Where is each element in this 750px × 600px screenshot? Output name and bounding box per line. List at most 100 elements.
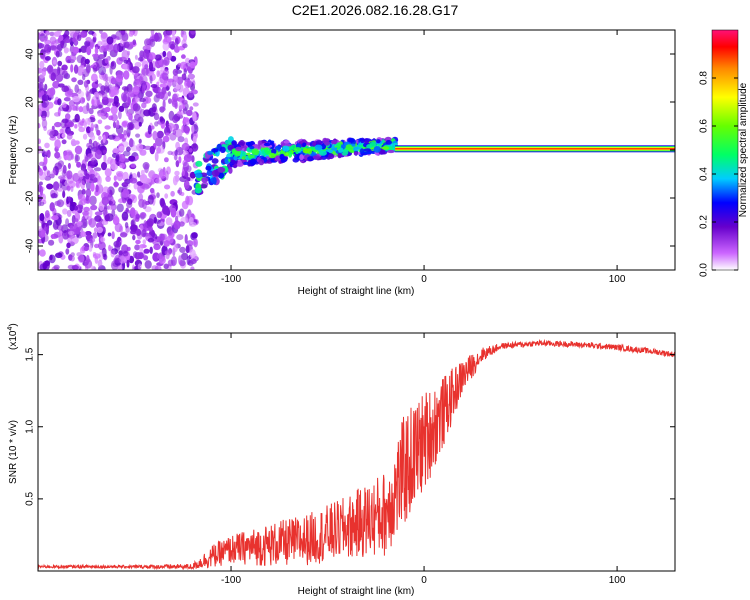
heatmap-noise-cell	[110, 250, 116, 258]
heatmap-noise-cell	[159, 116, 164, 122]
heatmap-noise-cell	[139, 50, 145, 59]
heatmap-noise-cell	[161, 233, 166, 243]
heatmap-noise-cell	[132, 234, 136, 241]
heatmap-noise-cell	[124, 222, 129, 229]
heatmap-signal-cell	[278, 150, 285, 155]
heatmap-noise-cell	[185, 62, 191, 67]
heatmap-noise-cell	[189, 106, 194, 111]
heatmap-noise-cell	[191, 232, 198, 239]
heatmap-noise-cell	[145, 90, 153, 98]
heatmap-noise-cell	[123, 70, 130, 80]
heatmap-noise-cell	[58, 175, 66, 180]
heatmap-noise-cell	[118, 145, 125, 152]
heatmap-noise-cell	[182, 161, 190, 172]
heatmap-noise-cell	[77, 90, 85, 98]
heatmap-noise-cell	[61, 133, 66, 139]
heatmap-noise-cell	[66, 209, 72, 218]
heatmap-noise-cell	[79, 97, 86, 104]
heatmap-noise-cell	[132, 103, 141, 112]
heatmap-noise-cell	[141, 84, 146, 94]
heatmap-onset-cell	[219, 146, 226, 153]
heatmap-noise-cell	[112, 216, 120, 226]
heatmap-noise-cell	[74, 124, 78, 129]
heatmap-noise-cell	[103, 154, 107, 163]
snr-series-line	[38, 338, 675, 571]
heatmap-noise-cell	[143, 220, 148, 230]
heatmap-noise-cell	[131, 195, 138, 204]
heatmap-noise-cell	[38, 108, 43, 117]
heatmap-noise-cell	[121, 211, 129, 221]
heatmap-noise-cell	[71, 104, 77, 111]
heatmap-noise-cell	[148, 226, 153, 232]
heatmap-noise-cell	[159, 197, 165, 207]
heatmap-noise-cell	[92, 253, 101, 259]
heatmap-noise-cell	[170, 190, 175, 197]
heatmap-noise-cell	[121, 120, 130, 128]
heatmap-noise-cell	[77, 170, 85, 177]
heatmap-noise-cell	[103, 149, 107, 154]
heatmap-noise-cell	[101, 161, 107, 171]
heatmap-noise-cell	[141, 102, 147, 109]
heatmap-noise-cell	[122, 250, 129, 257]
heatmap-noise-cell	[173, 76, 179, 85]
heatmap-signal-cell	[336, 142, 342, 150]
heatmap-signal-cell	[248, 154, 255, 159]
heatmap-onset-cell	[206, 170, 213, 177]
heatmap-onset-cell	[201, 177, 209, 183]
heatmap-noise-cell	[129, 207, 136, 217]
heatmap-noise-cell	[179, 176, 187, 183]
heatmap-noise-cell	[156, 211, 163, 219]
heatmap-noise-cell	[119, 162, 126, 169]
heatmap-noise-cell	[178, 156, 182, 164]
heatmap-signal-cell	[243, 161, 250, 165]
heatmap-noise-cell	[185, 109, 193, 117]
heatmap-noise-cell	[173, 154, 179, 160]
snr-xtick-label: -100	[221, 575, 241, 586]
snr-ytick-label: 1.5	[25, 347, 36, 361]
heatmap-noise-cell	[164, 250, 172, 256]
heatmap-signal-cell	[364, 140, 369, 144]
heatmap-noise-cell	[163, 56, 170, 66]
heatmap-noise-cell	[133, 121, 141, 130]
heatmap-noise-cell	[144, 260, 152, 269]
heatmap-noise-cell	[40, 110, 48, 119]
heatmap-noise-cell	[116, 153, 120, 162]
heatmap-noise-cell	[179, 208, 185, 217]
heatmap-signal-cell	[302, 142, 307, 147]
heatmap-noise-cell	[189, 30, 196, 35]
heatmap-noise-cell	[77, 221, 83, 227]
heatmap-noise-cell	[154, 219, 161, 224]
heatmap-noise-cell	[93, 32, 97, 38]
heatmap-noise-cell	[52, 220, 59, 231]
heatmap-noise-cell	[44, 175, 51, 181]
heatmap-noise-cell	[123, 150, 131, 157]
heatmap-noise-cell	[88, 218, 97, 228]
heatmap-noise-cell	[38, 161, 45, 166]
heatmap-noise-cell	[66, 185, 71, 191]
heatmap-onset-cell	[217, 166, 226, 173]
heatmap-noise-cell	[135, 155, 139, 160]
heatmap-signal-cell	[242, 151, 247, 157]
heatmap-noise-cell	[126, 201, 133, 209]
heatmap-noise-cell	[101, 196, 110, 206]
heatmap-noise-cell	[70, 185, 74, 192]
heatmap-noise-cell	[165, 217, 173, 226]
heatmap-noise-cell	[186, 66, 192, 72]
heatmap-noise-cell	[119, 39, 125, 47]
heatmap-noise-cell	[130, 163, 136, 168]
heatmap-noise-cell	[67, 162, 71, 170]
heatmap-noise-cell	[40, 90, 45, 96]
heatmap-signal-cell	[283, 140, 290, 144]
heatmap-noise-cell	[190, 266, 195, 270]
heatmap-ytick-label: 20	[25, 96, 36, 108]
heatmap-noise-cell	[90, 157, 97, 165]
heatmap-noise-cell	[181, 99, 188, 105]
snr-frame	[37, 332, 676, 572]
heatmap-noise-cell	[73, 64, 79, 74]
heatmap-noise-cell	[108, 98, 115, 103]
heatmap-noise-cell	[192, 135, 197, 144]
heatmap-noise-cell	[139, 173, 148, 184]
heatmap-noise-cell	[193, 238, 198, 248]
heatmap-signal-cell	[353, 151, 358, 156]
heatmap-noise-cell	[70, 153, 75, 160]
